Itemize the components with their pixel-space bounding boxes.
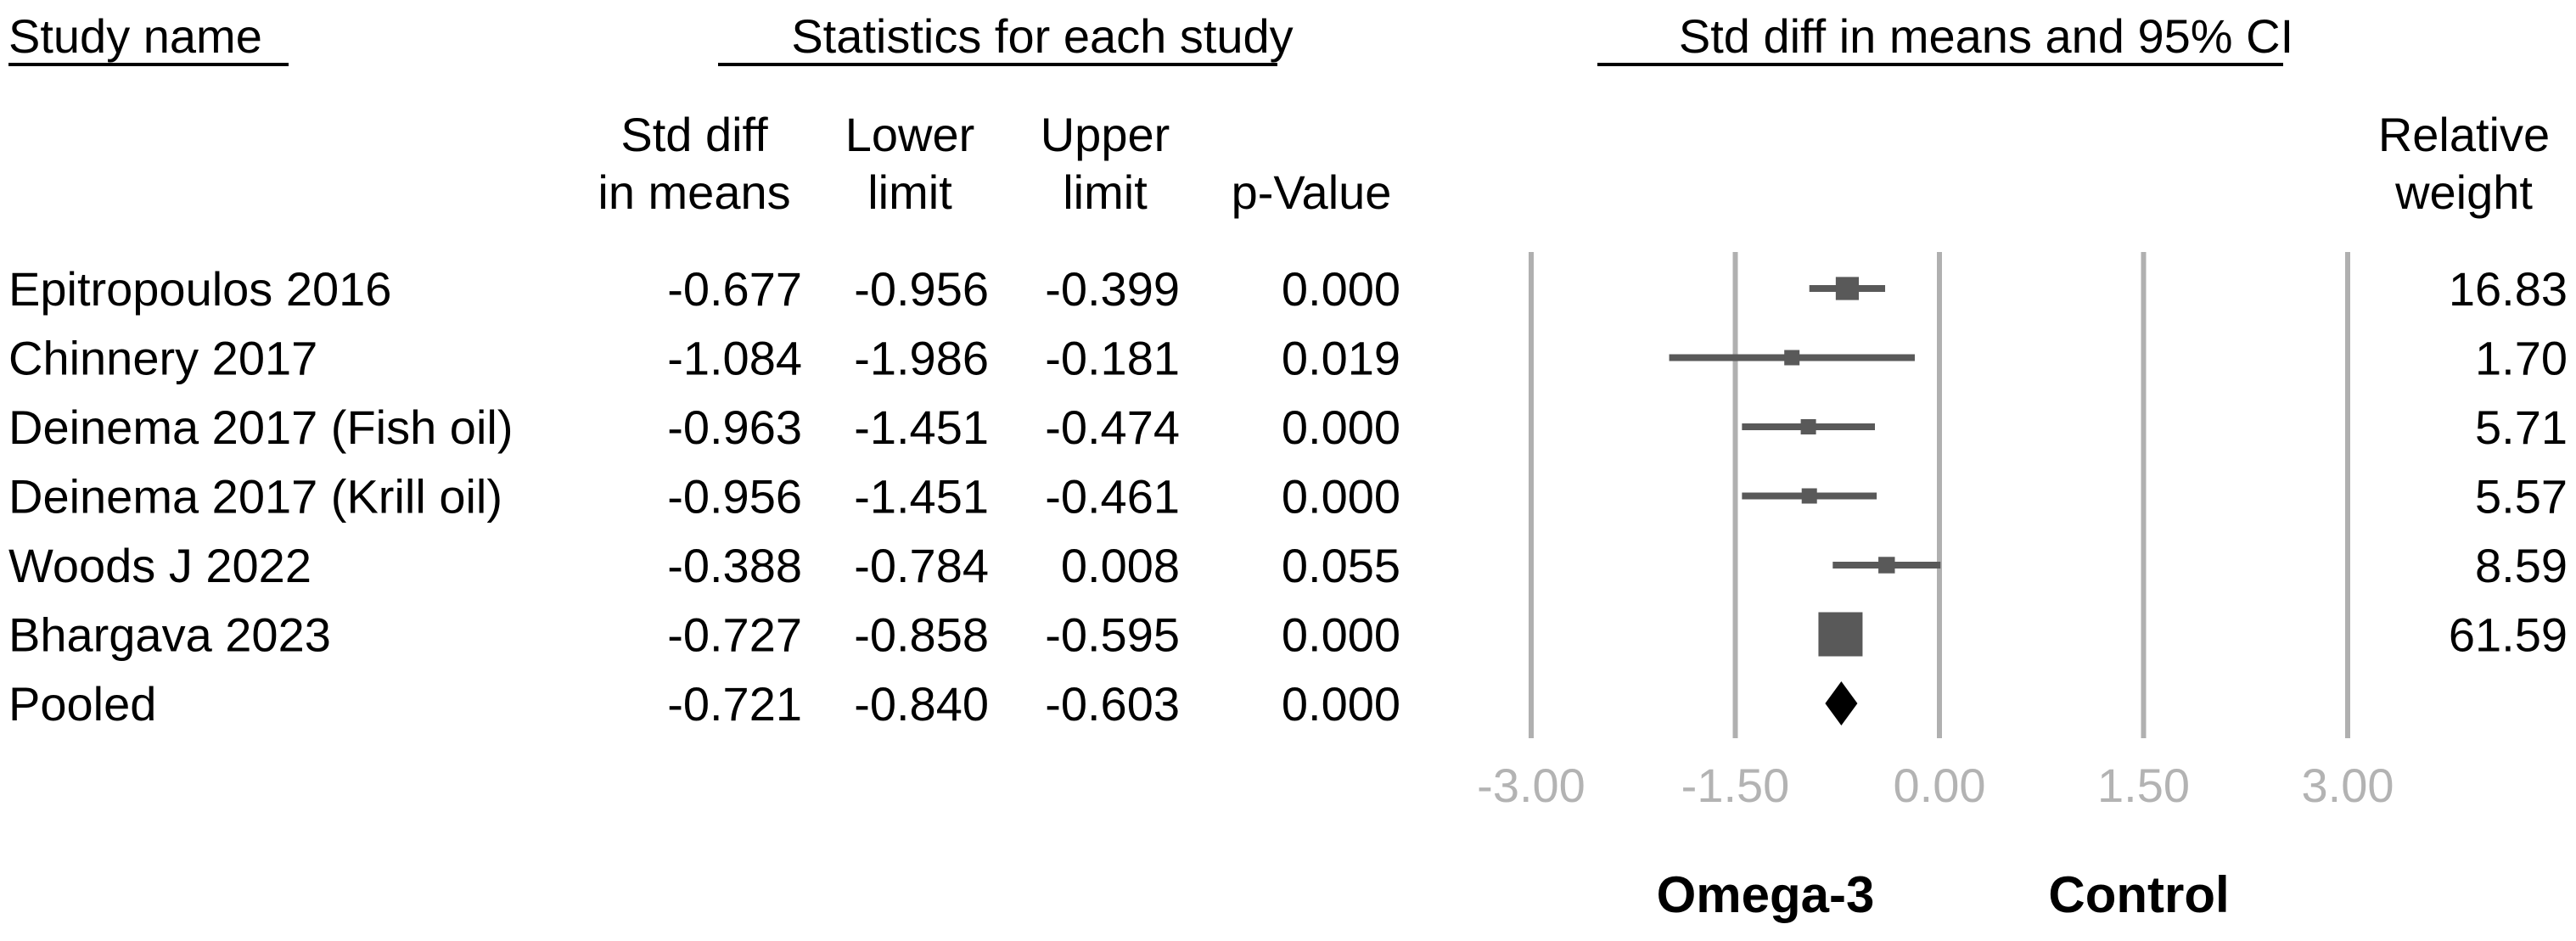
study-effect-marker [1835, 277, 1860, 300]
study-upper-limit: -0.595 [1045, 608, 1180, 662]
study-p-value: 0.000 [1282, 608, 1400, 662]
x-tick-label: -1.50 [1681, 759, 1790, 812]
study-upper-limit: 0.008 [1061, 539, 1180, 592]
header-study-name: Study name [8, 9, 262, 63]
x-tick-label: 0.00 [1894, 759, 1986, 812]
x-tick-label: 1.50 [2097, 759, 2190, 812]
pooled-p-value: 0.000 [1282, 677, 1400, 731]
study-relative-weight: 1.70 [2475, 332, 2568, 385]
study-std-diff: -0.956 [667, 470, 802, 524]
column-header-std-diff: in means [598, 165, 790, 219]
study-p-value: 0.000 [1282, 400, 1400, 454]
column-header-upper: limit [1063, 165, 1148, 219]
pooled-diamond [1825, 681, 1858, 725]
study-lower-limit: -1.986 [854, 332, 989, 385]
study-upper-limit: -0.181 [1045, 332, 1180, 385]
study-lower-limit: -1.451 [854, 470, 989, 524]
x-tick-label: 3.00 [2302, 759, 2394, 812]
column-header-weight: Relative [2378, 108, 2550, 161]
study-relative-weight: 61.59 [2449, 608, 2568, 662]
study-std-diff: -0.677 [667, 262, 802, 316]
pooled-lower-limit: -0.840 [854, 677, 989, 731]
column-header-lower: Lower [845, 108, 975, 161]
study-relative-weight: 8.59 [2475, 539, 2568, 592]
pooled-name: Pooled [8, 677, 156, 731]
study-lower-limit: -0.956 [854, 262, 989, 316]
study-std-diff: -0.388 [667, 539, 802, 592]
study-std-diff: -0.963 [667, 400, 802, 454]
study-upper-limit: -0.461 [1045, 470, 1180, 524]
study-name: Woods J 2022 [8, 539, 311, 592]
column-header-upper: Upper [1041, 108, 1170, 161]
favours-control-label: Control [2048, 866, 2229, 923]
header-statistics: Statistics for each study [791, 9, 1293, 63]
study-relative-weight: 5.57 [2475, 470, 2568, 524]
study-name: Deinema 2017 (Fish oil) [8, 400, 513, 454]
column-header-weight: weight [2394, 165, 2533, 219]
study-upper-limit: -0.399 [1045, 262, 1180, 316]
study-lower-limit: -1.451 [854, 400, 989, 454]
study-effect-marker [1878, 557, 1895, 574]
study-effect-marker [1784, 350, 1800, 366]
study-effect-marker [1818, 612, 1863, 657]
study-std-diff: -1.084 [667, 332, 802, 385]
column-header-p-value: p-Value [1232, 165, 1392, 219]
header-ci-plot: Std diff in means and 95% CI [1679, 9, 2293, 63]
study-relative-weight: 5.71 [2475, 400, 2568, 454]
x-tick-label: -3.00 [1477, 759, 1585, 812]
column-header-lower: limit [867, 165, 952, 219]
pooled-std-diff: -0.721 [667, 677, 802, 731]
study-p-value: 0.055 [1282, 539, 1400, 592]
study-name: Chinnery 2017 [8, 332, 317, 385]
study-upper-limit: -0.474 [1045, 400, 1180, 454]
study-name: Deinema 2017 (Krill oil) [8, 470, 502, 524]
study-lower-limit: -0.784 [854, 539, 989, 592]
study-effect-marker [1800, 419, 1816, 434]
column-header-std-diff: Std diff [620, 108, 768, 161]
study-name: Bhargava 2023 [8, 608, 331, 662]
study-lower-limit: -0.858 [854, 608, 989, 662]
study-std-diff: -0.727 [667, 608, 802, 662]
pooled-upper-limit: -0.603 [1045, 677, 1180, 731]
study-name: Epitropoulos 2016 [8, 262, 391, 316]
study-p-value: 0.019 [1282, 332, 1400, 385]
favours-omega-3-label: Omega-3 [1657, 866, 1875, 923]
study-p-value: 0.000 [1282, 470, 1400, 524]
study-effect-marker [1801, 488, 1817, 504]
study-p-value: 0.000 [1282, 262, 1400, 316]
study-relative-weight: 16.83 [2449, 262, 2568, 316]
